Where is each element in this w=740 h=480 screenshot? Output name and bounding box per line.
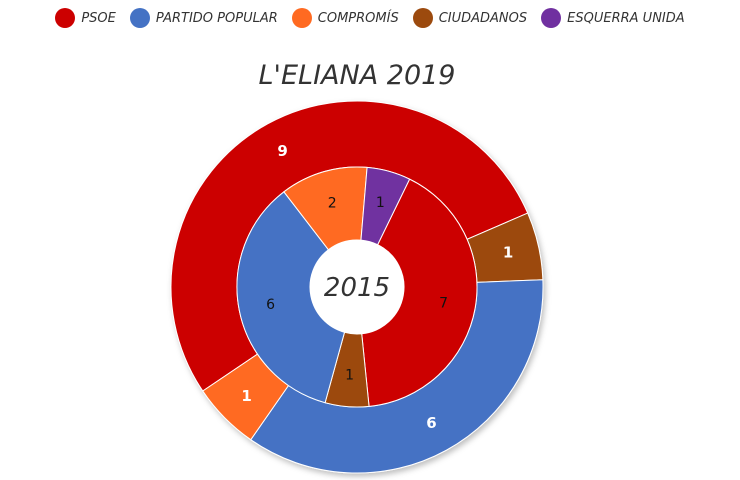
outer-data-label: 1: [241, 387, 251, 405]
outer-data-label: 9: [277, 142, 287, 160]
inner-data-label: 1: [376, 195, 385, 211]
legend-label: CIUDADANOS: [438, 10, 528, 26]
outer-data-label: 1: [503, 244, 513, 262]
legend-swatch: [412, 8, 433, 28]
inner-data-label: 2: [328, 196, 337, 212]
chart-title: L'ELIANA 2019: [258, 60, 456, 91]
legend-swatch: [291, 8, 312, 28]
legend-label: PSOE: [81, 10, 116, 26]
legend-item-eu[interactable]: ESQUERRA UNIDA: [541, 8, 685, 28]
legend-label: ESQUERRA UNIDA: [567, 10, 685, 26]
legend-swatch: [129, 8, 150, 28]
legend-label: COMPROMÍS: [317, 10, 399, 26]
legend-item-ciudadanos[interactable]: CIUDADANOS: [412, 8, 528, 28]
legend-swatch: [541, 8, 562, 28]
legend-swatch: [55, 8, 76, 28]
outer-data-label: 6: [426, 414, 436, 432]
donut-hole: [310, 240, 404, 334]
inner-data-label: 7: [439, 295, 448, 311]
legend-label: PARTIDO POPULAR: [155, 10, 278, 26]
legend: PSOE PARTIDO POPULAR COMPROMÍS CIUDADANO…: [0, 8, 740, 28]
center-label: 2015: [324, 273, 390, 303]
inner-data-label: 6: [266, 297, 275, 313]
legend-item-pp[interactable]: PARTIDO POPULAR: [129, 8, 278, 28]
legend-item-compromis[interactable]: COMPROMÍS: [291, 8, 399, 28]
inner-data-label: 1: [345, 368, 354, 384]
legend-item-psoe[interactable]: PSOE: [55, 8, 116, 28]
